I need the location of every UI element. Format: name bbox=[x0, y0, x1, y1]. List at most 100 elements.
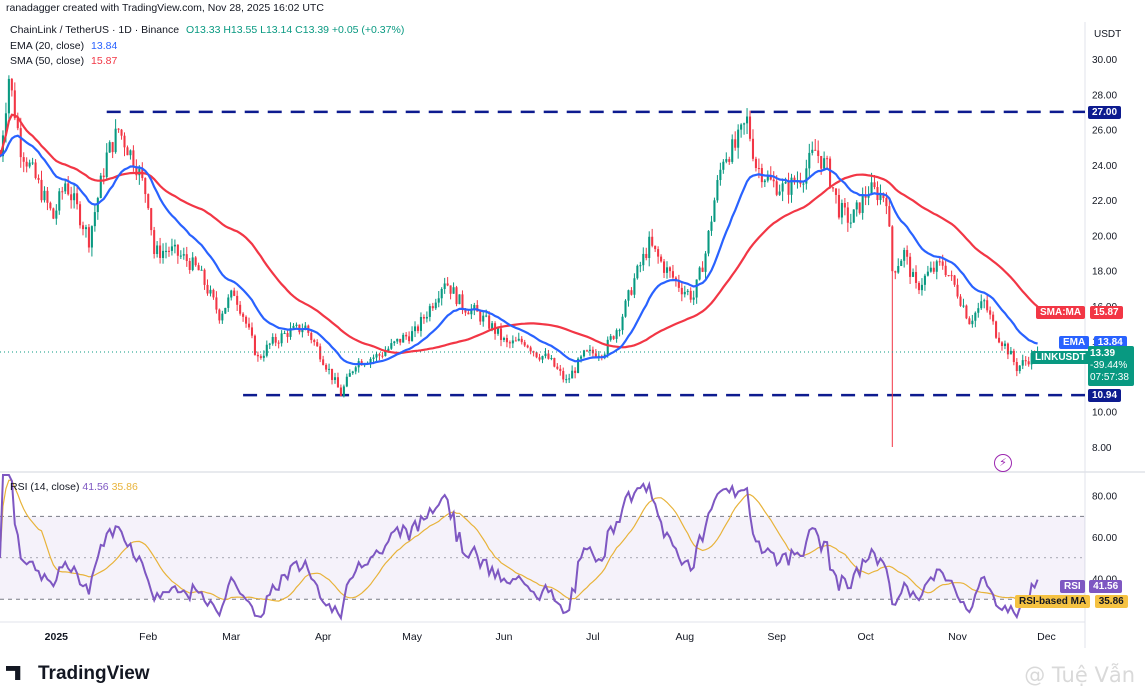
candle-body bbox=[253, 335, 256, 355]
candle-body bbox=[529, 347, 532, 352]
candle-body bbox=[473, 304, 476, 309]
rsi-badge-value: 41.56 bbox=[1089, 580, 1123, 593]
candle-body bbox=[980, 301, 983, 309]
candle-body bbox=[1027, 361, 1030, 365]
candle-body bbox=[802, 183, 805, 185]
candle-body bbox=[354, 367, 357, 372]
candle-body bbox=[751, 138, 755, 159]
candle-body bbox=[645, 253, 648, 259]
symbol-legend[interactable]: ChainLink / TetherUS · 1D · Binance O13.… bbox=[10, 24, 408, 36]
candle-body bbox=[176, 244, 179, 256]
candle-body bbox=[959, 296, 962, 306]
candle-body bbox=[402, 334, 405, 343]
ema-badge-label: EMA bbox=[1059, 336, 1090, 349]
candle-body bbox=[37, 177, 40, 180]
x-tick-label: Dec bbox=[1037, 631, 1056, 643]
rsi-badge-label: RSI bbox=[1060, 580, 1085, 593]
x-tick-label: Jun bbox=[495, 631, 512, 643]
candle-body bbox=[310, 332, 313, 341]
candle-body bbox=[814, 149, 817, 151]
candle-body bbox=[173, 244, 176, 247]
candle-body bbox=[280, 333, 283, 344]
rsi-tick-label: 80.00 bbox=[1092, 492, 1117, 503]
candle-body bbox=[19, 128, 22, 158]
ohlc-values: O13.33 H13.55 L13.14 C13.39 +0.05 (+0.37… bbox=[185, 24, 405, 36]
ema-legend-label: EMA (20, close) bbox=[10, 40, 85, 52]
candle-body bbox=[215, 297, 218, 310]
candle-body bbox=[46, 190, 49, 203]
candle-body bbox=[156, 245, 159, 255]
candle-body bbox=[778, 191, 781, 195]
candle-body bbox=[888, 206, 891, 227]
candle-body bbox=[55, 210, 58, 219]
candle-body bbox=[885, 198, 888, 207]
candle-body bbox=[950, 275, 953, 277]
x-tick-label: Aug bbox=[675, 631, 694, 643]
price-badge-change: -39.44% bbox=[1090, 360, 1128, 371]
candle-body bbox=[502, 337, 505, 340]
candle-body bbox=[805, 168, 808, 184]
x-tick-label: Feb bbox=[139, 631, 157, 643]
lightning-icon[interactable]: ⚡ bbox=[994, 454, 1012, 472]
candle-body bbox=[716, 180, 719, 201]
candle-body bbox=[508, 342, 511, 344]
candle-body bbox=[897, 266, 900, 273]
candle-body bbox=[132, 150, 135, 168]
candle-body bbox=[926, 271, 929, 276]
candle-body bbox=[917, 282, 921, 291]
candle-body bbox=[221, 313, 224, 321]
candle-body bbox=[99, 175, 102, 199]
candle-body bbox=[559, 368, 562, 372]
candle-body bbox=[989, 310, 992, 315]
candle-body bbox=[535, 352, 538, 358]
candle-body bbox=[704, 253, 707, 272]
candle-body bbox=[665, 267, 669, 273]
candle-body bbox=[43, 190, 46, 201]
candle-body bbox=[837, 194, 840, 218]
candle-body bbox=[580, 356, 583, 359]
candle-body bbox=[879, 193, 882, 201]
candle-body bbox=[719, 169, 722, 181]
candle-body bbox=[239, 304, 242, 314]
candle-body bbox=[274, 336, 277, 343]
candle-body bbox=[947, 275, 950, 277]
rsi-ma-line bbox=[0, 479, 1038, 606]
candle-body bbox=[191, 257, 194, 270]
rsi-legend[interactable]: RSI (14, close) 41.56 35.86 bbox=[10, 481, 138, 493]
candle-body bbox=[784, 181, 787, 184]
candle-body bbox=[725, 159, 728, 162]
sma-legend-label: SMA (50, close) bbox=[10, 55, 85, 67]
candle-body bbox=[31, 162, 34, 164]
y-tick-label: 26.00 bbox=[1092, 126, 1117, 137]
candle-body bbox=[443, 283, 446, 290]
x-tick-label: Oct bbox=[857, 631, 873, 643]
candle-body bbox=[793, 177, 796, 183]
candle-body bbox=[565, 379, 568, 381]
candle-body bbox=[692, 297, 695, 300]
candle-body bbox=[523, 342, 526, 346]
candle-body bbox=[582, 350, 586, 357]
candle-body bbox=[657, 249, 660, 257]
candle-body bbox=[683, 291, 686, 295]
price-badge-row: LINKUSDT bbox=[1031, 347, 1090, 365]
candle-body bbox=[912, 272, 915, 277]
candle-body bbox=[159, 245, 162, 258]
candle-body bbox=[203, 269, 206, 285]
ema-legend[interactable]: EMA (20, close) 13.84 bbox=[10, 40, 121, 52]
candle-body bbox=[861, 194, 864, 213]
candle-body bbox=[233, 290, 236, 296]
candle-body bbox=[384, 351, 387, 356]
candle-body bbox=[870, 182, 873, 195]
tradingview-logo[interactable]: TradingView bbox=[6, 663, 150, 685]
x-tick-label: 2025 bbox=[45, 631, 69, 643]
candle-body bbox=[974, 312, 977, 321]
candle-body bbox=[588, 349, 591, 352]
candle-body bbox=[574, 370, 577, 373]
candle-body bbox=[953, 275, 956, 285]
candle-body bbox=[986, 300, 989, 311]
candle-body bbox=[105, 152, 108, 178]
sma-legend[interactable]: SMA (50, close) 15.87 bbox=[10, 55, 121, 67]
candle-body bbox=[170, 246, 173, 251]
candle-body bbox=[615, 330, 618, 339]
candle-body bbox=[840, 202, 843, 218]
